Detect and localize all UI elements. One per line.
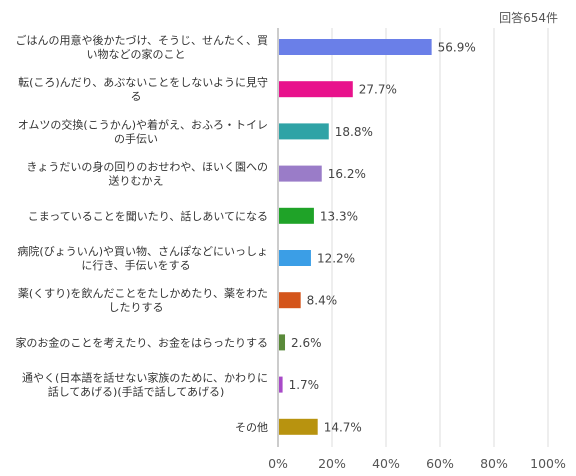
category-labels: ごはんの用意や後かたづけ、そうじ、せんたく、買い物などの家のこと転(ころ)んだり… (15, 33, 268, 434)
x-tick-label: 20% (318, 456, 346, 471)
category-label-line: 病院(びょういん)や買い物、さんぽなどにいっしょ (17, 244, 268, 258)
value-labels: 56.9% 27.7% 18.8% 16.2% 13.3% 12.2% 8.4% 2.6% 1.… (289, 41, 476, 435)
category-label-line: る (131, 90, 142, 103)
response-count-label: 回答654件 (499, 10, 558, 25)
category-label: その他 (235, 421, 268, 434)
bar (279, 123, 329, 140)
category-label-line: に行き、手伝いをする (81, 258, 190, 272)
category-label-line: こまっていることを聞いたり、話しあいてになる (28, 209, 268, 223)
category-label-line: 送りむかえ (109, 174, 164, 188)
x-tick-label: 60% (426, 456, 454, 471)
value-label: 16.2% (328, 167, 366, 181)
category-label-line: 通やく(日本語を話せない家族のために、かわりに (22, 371, 268, 385)
x-tick-label: 80% (480, 456, 508, 471)
x-axis-ticks: 0% 20% 40% 60% 80% 100% (268, 456, 566, 471)
category-label-line: 家のお金のことを考えたり、お金をはらったりする (15, 335, 268, 349)
value-label: 2.6% (291, 336, 322, 350)
bar (279, 39, 432, 55)
bar (279, 81, 353, 98)
bar (279, 250, 311, 266)
bar (279, 334, 286, 351)
category-label: 家のお金のことを考えたり、お金をはらったりする (15, 335, 268, 349)
category-label-line: オムツの交換(こうかん)や着がえ、おふろ・トイレ (18, 117, 268, 131)
bar (279, 418, 318, 435)
category-label-line: 薬(くすり)を飲んだことをたしかめたり、薬をわた (18, 286, 268, 300)
bar (279, 207, 314, 224)
category-label-line: い物などの家のこと (87, 47, 186, 61)
category-label-line: ごはんの用意や後かたづけ、そうじ、せんたく、買 (16, 33, 268, 47)
x-tick-label: 40% (372, 456, 400, 471)
bars (279, 39, 432, 435)
bar (279, 376, 283, 393)
x-tick-label: 0% (268, 456, 288, 471)
category-label-line: 転(ころ)んだり、あぶないことをしないように見守 (18, 75, 268, 89)
value-label: 27.7% (359, 83, 397, 97)
grid-lines (277, 28, 549, 447)
value-label: 8.4% (307, 294, 338, 308)
category-label-line: の手伝い (114, 131, 158, 145)
value-label: 18.8% (335, 125, 373, 139)
value-label: 13.3% (320, 209, 358, 223)
x-tick-label: 100% (530, 456, 566, 471)
category-label-line: その他 (235, 421, 268, 434)
value-label: 12.2% (317, 252, 355, 266)
category-label: こまっていることを聞いたり、話しあいてになる (28, 209, 268, 223)
category-label-line: きょうだいの身の回りのおせわや、ほいく園への (26, 160, 268, 174)
value-label: 1.7% (289, 378, 320, 392)
bar (279, 165, 322, 182)
bar (279, 292, 301, 309)
category-label-line: したりする (109, 301, 164, 314)
category-label-line: 話してあげる)(手話で話してあげる) (48, 385, 225, 399)
value-label: 56.9% (438, 41, 476, 55)
category-label: 通やく(日本語を話せない家族のために、かわりに話してあげる)(手話で話してあげる… (22, 371, 268, 399)
value-label: 14.7% (324, 420, 362, 434)
